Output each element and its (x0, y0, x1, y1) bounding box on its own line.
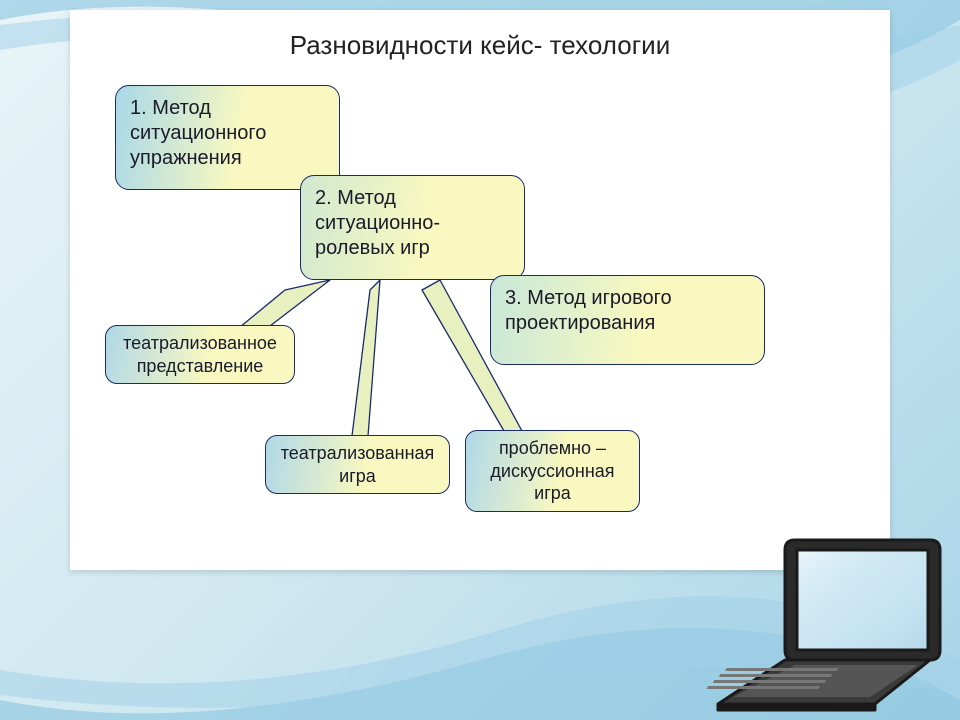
slide-title: Разновидности кейс- техологии (70, 30, 890, 61)
box-text: театрализованная игра (281, 443, 435, 486)
box-method-1: 1. Метод ситуационного упражнения (115, 85, 340, 190)
box-method-3: 3. Метод игрового проектирования (490, 275, 765, 365)
sub-box-2: театрализованная игра (265, 435, 450, 494)
sub-box-3: проблемно – дискуссионная игра (465, 430, 640, 512)
slide-area: Разновидности кейс- техологии 1. Метод с… (70, 10, 890, 570)
box-text: 3. Метод игрового проектирования (505, 287, 672, 334)
sub-box-1: театрализованное представление (105, 325, 295, 384)
box-text: проблемно – дискуссионная игра (490, 438, 614, 503)
box-method-2: 2. Метод ситуационно-ролевых игр (300, 175, 525, 280)
box-text: 2. Метод ситуационно-ролевых игр (315, 187, 440, 259)
box-text: 1. Метод ситуационного упражнения (130, 97, 266, 169)
box-text: театрализованное представление (123, 333, 277, 376)
laptop-icon (700, 532, 950, 712)
